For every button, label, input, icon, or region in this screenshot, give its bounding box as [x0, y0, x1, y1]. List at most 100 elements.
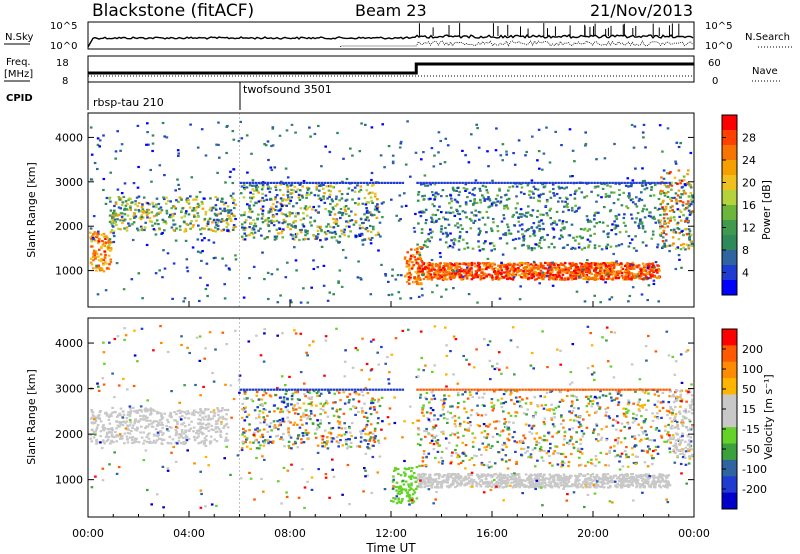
heatmap-cell: [527, 478, 530, 481]
heatmap-cell: [233, 206, 236, 210]
heatmap-cell: [532, 229, 535, 232]
heatmap-cell: [92, 249, 96, 252]
heatmap-cell: [151, 224, 154, 227]
heatmap-cell: [574, 479, 578, 482]
heatmap-cell: [568, 234, 572, 237]
heatmap-cell: [463, 484, 466, 487]
heatmap-cell: [613, 273, 616, 276]
heatmap-cell: [248, 184, 252, 187]
heatmap-cell: [501, 159, 504, 162]
heatmap-cell: [668, 483, 671, 486]
heatmap-cell: [403, 192, 406, 195]
heatmap-cell: [442, 265, 446, 268]
heatmap-cell: [192, 430, 195, 433]
heatmap-cell: [494, 267, 497, 270]
heatmap-cell: [466, 268, 469, 271]
heatmap-cell: [630, 213, 633, 216]
heatmap-cell: [551, 269, 554, 272]
heatmap-cell: [499, 474, 503, 477]
heatmap-cell: [109, 200, 112, 203]
heatmap-cell: [234, 217, 237, 221]
heatmap-cell: [636, 480, 639, 483]
heatmap-cell: [445, 478, 449, 481]
heatmap-cell: [680, 186, 684, 189]
heatmap-cell: [155, 203, 158, 206]
heatmap-cell: [127, 198, 130, 202]
heatmap-cell: [400, 205, 404, 208]
heatmap-cell: [277, 232, 280, 235]
heatmap-cell: [106, 248, 110, 251]
heatmap-cell: [330, 236, 334, 239]
heatmap-cell: [343, 234, 346, 237]
heatmap-cell: [209, 197, 212, 200]
heatmap-cell: [246, 171, 249, 174]
heatmap-cell: [541, 222, 545, 225]
heatmap-cell: [663, 208, 666, 211]
heatmap-cell: [188, 206, 192, 209]
heatmap-cell: [147, 437, 151, 440]
heatmap-cell: [578, 181, 581, 184]
heatmap-cell: [95, 266, 98, 269]
heatmap-cell: [568, 474, 572, 477]
heatmap-cell: [606, 273, 610, 276]
heatmap-cell: [589, 220, 593, 223]
heatmap-cell: [104, 202, 108, 205]
heatmap-cell: [490, 473, 493, 477]
heatmap-cell: [145, 416, 148, 419]
heatmap-cell: [433, 205, 436, 208]
heatmap-cell: [624, 275, 628, 278]
heatmap-cell: [89, 434, 93, 437]
heatmap-cell: [533, 483, 537, 486]
heatmap-cell: [187, 423, 191, 426]
heatmap-cell: [134, 215, 138, 218]
heatmap-cell: [560, 144, 563, 147]
heatmap-cell: [418, 267, 422, 270]
heatmap-cell: [499, 237, 502, 240]
heatmap-cell: [633, 125, 637, 128]
heatmap-cell: [689, 244, 693, 247]
heatmap-cell: [110, 248, 113, 251]
heatmap-cell: [689, 212, 693, 215]
colorbar-tick-label: 28: [742, 132, 756, 145]
heatmap-cell: [529, 482, 532, 485]
heatmap-cell: [203, 217, 207, 221]
heatmap-cell: [614, 277, 618, 280]
heatmap-cell: [651, 268, 655, 271]
heatmap-cell: [662, 229, 666, 232]
heatmap-cell: [461, 210, 465, 213]
heatmap-cell: [583, 246, 586, 249]
heatmap-cell: [491, 474, 495, 478]
heatmap-cell: [94, 231, 97, 234]
heatmap-cell: [296, 232, 299, 235]
heatmap-cell: [481, 248, 485, 251]
heatmap-cell: [399, 140, 403, 143]
heatmap-cell: [486, 473, 490, 477]
heatmap-cell: [542, 152, 546, 155]
heatmap-cell: [110, 427, 114, 430]
heatmap-cell: [377, 249, 380, 252]
heatmap-cell: [224, 181, 227, 184]
heatmap-cell: [367, 219, 370, 222]
heatmap-cell: [250, 222, 253, 225]
heatmap-cell: [418, 270, 422, 273]
heatmap-cell: [574, 271, 578, 275]
heatmap-cell: [217, 143, 220, 146]
heatmap-cell: [383, 166, 386, 169]
heatmap-cell: [409, 257, 412, 261]
heatmap-cell: [537, 268, 540, 271]
heatmap-cell: [545, 212, 549, 215]
heatmap-cell: [136, 227, 139, 230]
heatmap-cell: [576, 270, 580, 273]
heatmap-cell: [512, 481, 516, 484]
heatmap-cell: [585, 486, 588, 489]
heatmap-cell: [448, 276, 452, 279]
heatmap-cell: [116, 420, 119, 423]
heatmap-cell: [414, 151, 418, 154]
heatmap-cell: [389, 181, 393, 184]
heatmap-cell: [425, 266, 428, 270]
heatmap-cell: [215, 223, 218, 226]
heatmap-cell: [551, 261, 554, 264]
heatmap-cell: [644, 146, 647, 149]
heatmap-cell: [440, 181, 443, 184]
power-heatmap-cells: [89, 113, 695, 307]
